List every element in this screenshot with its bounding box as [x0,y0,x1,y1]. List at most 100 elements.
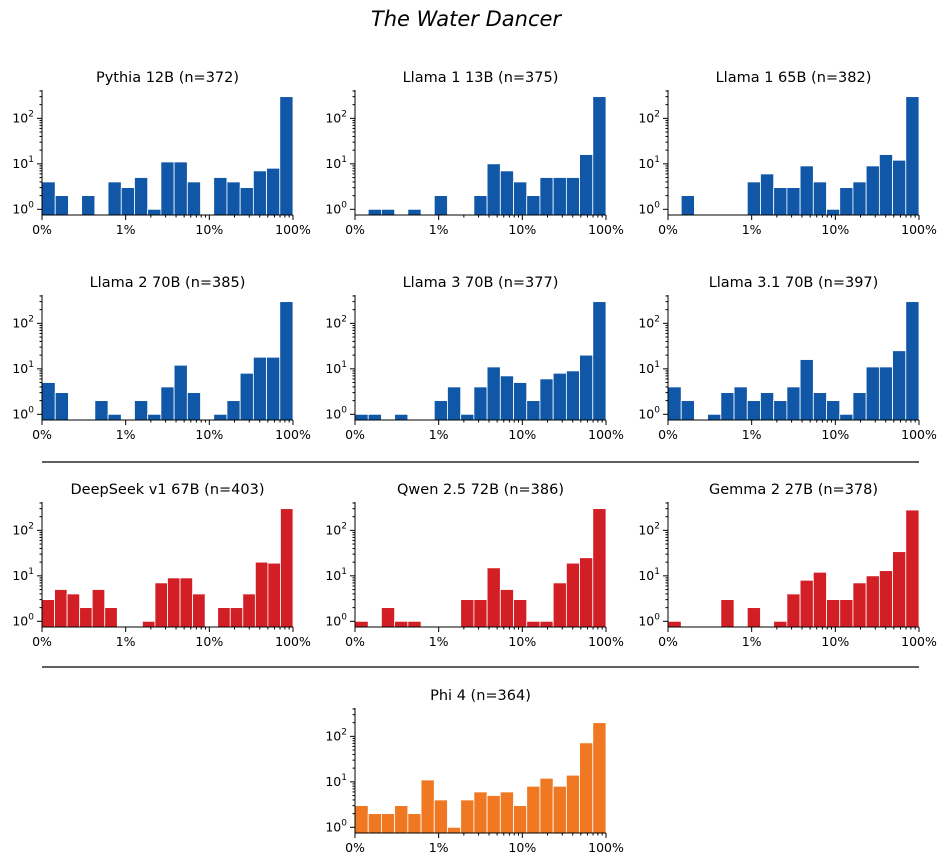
histogram-bar [280,508,294,628]
histogram-bar [94,400,109,421]
y-tick-exponent: 0 [28,200,34,210]
x-tick-label: 10% [195,427,223,442]
histogram-bar [107,181,122,216]
histogram-bar [579,154,594,216]
y-tick-label: 101 [12,360,34,376]
histogram-bar [865,165,880,216]
y-tick-exponent: 0 [28,405,34,415]
y-tick-label: 100 [12,612,34,628]
histogram-bar [267,562,281,628]
histogram-bar [499,170,514,216]
y-tick-label: 100 [638,200,660,216]
x-tick-label: 10% [508,840,536,855]
histogram-bar [460,799,475,834]
x-tick-label: 1% [429,222,449,237]
y-tick-exponent: 2 [341,314,347,324]
y-tick-label: 101 [638,360,660,376]
histogram-bar [526,620,541,628]
y-tick-exponent: 1 [654,567,660,577]
y-tick-exponent: 0 [654,405,660,415]
x-tick-label: 100% [588,222,624,237]
y-tick-exponent: 1 [341,155,347,165]
x-tick-label: 10% [508,427,536,442]
y-tick-exponent: 2 [341,727,347,737]
y-tick-label: 101 [12,567,34,583]
y-tick-label: 102 [12,109,34,125]
y-tick-exponent: 0 [654,200,660,210]
y-tick-exponent: 1 [28,360,34,370]
histogram-bar [565,177,580,216]
histogram-bar [526,195,541,216]
x-tick-label: 100% [901,427,937,442]
histogram-bar [852,582,867,628]
histogram-bar [66,593,81,628]
histogram-bar [799,579,814,628]
histogram-bar [120,187,135,216]
histogram-bar [226,400,241,421]
histogram-bar [147,413,162,421]
y-tick-exponent: 2 [28,109,34,119]
histogram-bar [179,577,194,628]
panel-title: Gemma 2 27B (n=378) [709,482,878,498]
histogram-bar [565,370,580,421]
histogram-bar [592,96,607,216]
x-tick-label: 100% [588,840,624,855]
histogram-bar [252,170,267,216]
y-tick-label: 101 [12,155,34,171]
histogram-bar [786,593,801,628]
histogram-bar [217,607,231,628]
y-tick-exponent: 0 [341,818,347,828]
histogram-bar [407,813,422,834]
x-tick-label: 1% [116,427,136,442]
histogram-bar [905,301,920,421]
x-tick-label: 100% [275,222,311,237]
x-tick-label: 10% [508,634,536,649]
histogram-bar [473,791,488,834]
histogram-bar [539,378,554,421]
histogram-bar [213,413,228,421]
y-tick-label: 100 [638,405,660,421]
x-tick-label: 10% [821,222,849,237]
histogram-bar [354,805,369,834]
histogram-bar [707,413,722,421]
y-tick-label: 101 [325,155,347,171]
histogram-bar [407,208,422,216]
histogram-bar [266,356,281,421]
x-tick-label: 0% [345,222,365,237]
y-tick-label: 102 [638,109,660,125]
histogram-bar [41,382,56,421]
histogram-bar [447,826,462,834]
y-tick-label: 102 [12,314,34,330]
histogram-bar [226,181,241,216]
histogram-bar [579,354,594,421]
histogram-bar [539,777,554,834]
x-tick-label: 10% [508,222,536,237]
x-tick-label: 10% [821,634,849,649]
histogram-bar [141,620,156,628]
histogram-bar [54,392,69,421]
histogram-bar [720,599,735,628]
histogram-bar [354,413,369,421]
y-tick-exponent: 2 [341,521,347,531]
y-tick-exponent: 2 [28,521,34,531]
histogram-bar [667,620,682,628]
histogram-bar [104,607,118,628]
histogram-bar [213,177,228,216]
histogram-bar [552,785,567,834]
histogram-bar [486,366,501,421]
histogram-bar [760,392,775,421]
y-tick-exponent: 1 [341,773,347,783]
histogram-bar [513,382,528,421]
y-tick-label: 101 [638,155,660,171]
histogram-bar [865,575,880,628]
panel-title: Qwen 2.5 72B (n=386) [397,482,564,498]
histogram-bar [147,208,162,216]
y-tick-label: 102 [325,109,347,125]
histogram-bar [381,813,396,834]
histogram-bar [154,582,168,628]
histogram-bar [167,577,181,628]
y-tick-label: 100 [325,818,347,834]
